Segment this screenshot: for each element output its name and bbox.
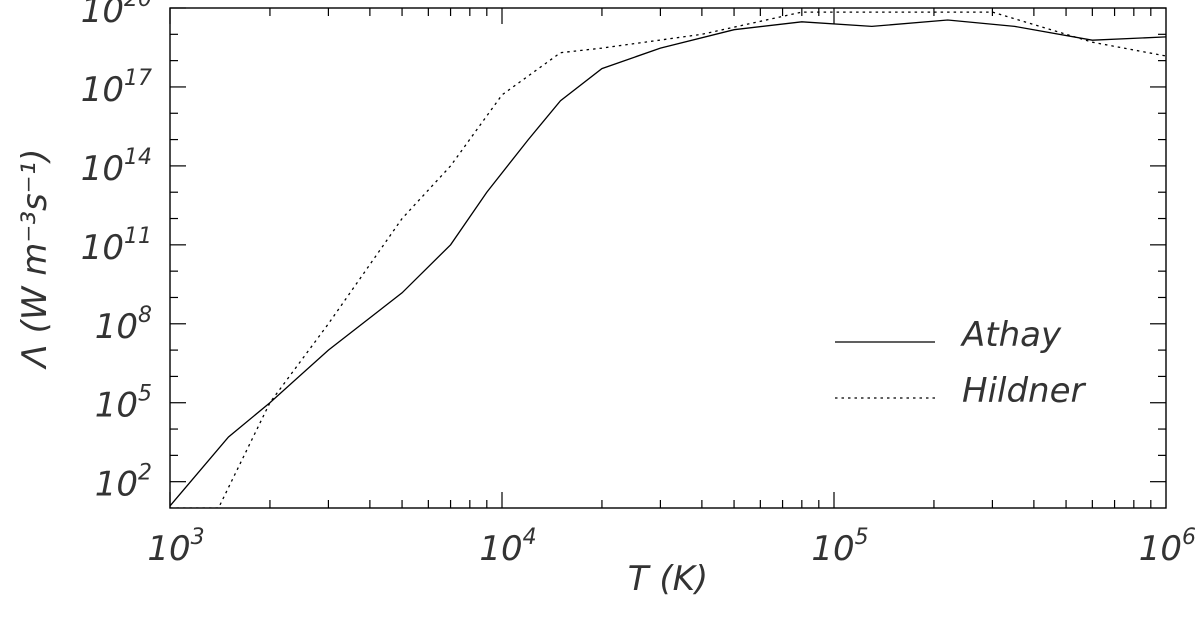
series-hildner: [170, 11, 1166, 508]
x-tick-label: 105: [811, 525, 868, 569]
y-axis-title: Λ (W m⁻³s⁻¹): [15, 148, 55, 370]
x-tick-label: 106: [1139, 525, 1196, 569]
y-tick-label: 1020: [81, 0, 152, 31]
legend-label-athay: Athay: [960, 315, 1062, 355]
axis-ticks: [169, 7, 1166, 508]
legend: Athay Hildner: [835, 315, 1087, 411]
tick-labels: 103 104 105 106 102 105 108 1011 1014 1017 1020: [81, 0, 1196, 569]
y-tick-label: 1017: [81, 66, 152, 110]
plot-frame: [169, 7, 1167, 509]
y-tick-label: 108: [95, 303, 152, 347]
y-tick-label: 105: [95, 382, 152, 426]
y-tick-label: 1011: [81, 224, 152, 268]
y-tick-label: 1014: [81, 145, 152, 189]
x-axis-title: T (K): [628, 559, 708, 599]
legend-label-hildner: Hildner: [962, 371, 1087, 411]
y-tick-label: 102: [95, 461, 152, 505]
series-athay: [170, 19, 1166, 507]
x-tick-label: 104: [479, 525, 536, 569]
series-layer: [170, 11, 1166, 508]
x-tick-label: 103: [147, 525, 204, 569]
